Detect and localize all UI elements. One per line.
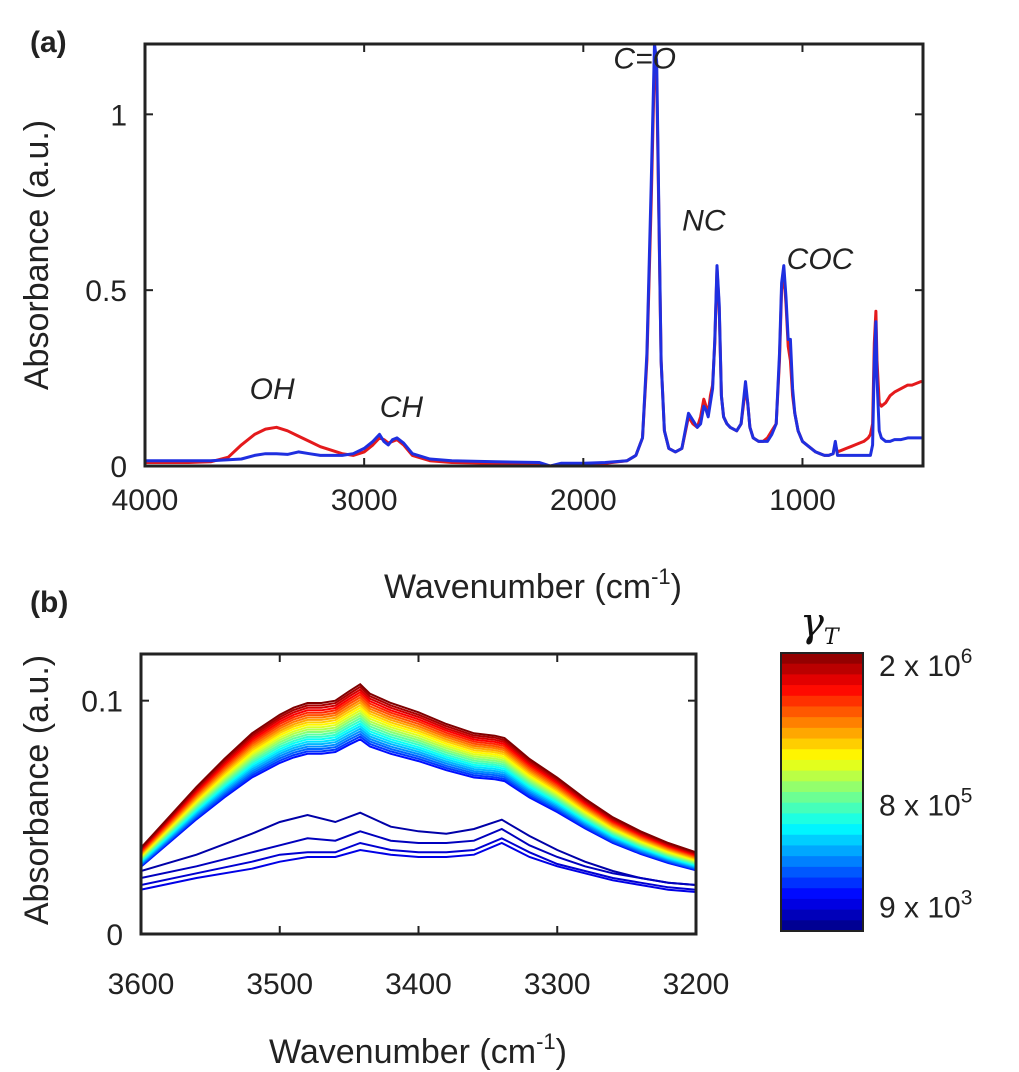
- gamma-curve: [141, 732, 696, 870]
- peak-label-oh: OH: [250, 373, 295, 406]
- colorbar-label: γT: [800, 600, 841, 650]
- low-gamma-curve: [141, 811, 696, 886]
- gamma-curve: [141, 706, 696, 861]
- gamma-curve: [141, 711, 696, 863]
- y-tick-label: 0.1: [81, 686, 123, 719]
- panel-b-chart: 3600 3500 3400 3300 3200 0 0.1 Absorbance (a.u…: [18, 652, 729, 1071]
- gamma-curve: [141, 704, 696, 861]
- peak-label-co: C=O: [613, 43, 676, 76]
- peak-label-coc: COC: [787, 243, 854, 276]
- colorbar-band: [781, 866, 863, 879]
- colorbar-band: [781, 920, 863, 932]
- gamma-curve: [141, 683, 696, 854]
- colorbar-band: [781, 824, 863, 836]
- panel-b-ticks: 3600 3500 3400 3300 3200 0 0.1: [81, 654, 729, 1001]
- colorbar-band: [781, 749, 863, 761]
- x-tick-label: 3500: [246, 968, 313, 1001]
- gamma-curve: [141, 709, 696, 862]
- colorbar-band: [781, 717, 863, 729]
- colorbar-ticks: 2 x 106 8 x 105 9 x 103: [879, 645, 972, 924]
- gamma-curve: [141, 735, 696, 871]
- panel-b-ylabel: Absorbance (a.u.): [18, 655, 56, 925]
- series-blue-line: [145, 44, 923, 466]
- x-tick-label: 3200: [663, 968, 730, 1001]
- colorbar-band: [781, 802, 863, 814]
- colorbar-band: [781, 706, 863, 718]
- gamma-curve: [141, 685, 696, 855]
- colorbar-band: [781, 685, 863, 697]
- gamma-curve: [141, 693, 696, 857]
- y-tick-label: 0.5: [85, 275, 127, 308]
- panel-a-axes-box: [143, 42, 925, 468]
- peak-label-nc: NC: [682, 204, 726, 237]
- x-tick-label: 3000: [331, 484, 398, 517]
- gamma-curve: [141, 696, 696, 858]
- colorbar-frame: [780, 652, 864, 932]
- x-tick-label: 4000: [112, 484, 179, 517]
- colorbar-band: [781, 898, 863, 911]
- y-tick-label: 0: [106, 919, 123, 952]
- low-gamma-curve: [141, 827, 696, 886]
- panel-b-plot-area: [141, 683, 696, 893]
- panel-a-annotations: OH CH C=O NC COC: [250, 43, 854, 424]
- x-tick-label: 3300: [524, 968, 591, 1001]
- gamma-curve: [141, 690, 696, 856]
- peak-label-ch: CH: [380, 391, 424, 424]
- colorbar-band: [781, 909, 863, 921]
- panel-a-ylabel: Absorbance (a.u.): [18, 120, 56, 390]
- colorbar-band: [781, 663, 863, 675]
- low-gamma-curve: [141, 837, 696, 891]
- colorbar-tick-label: 9 x 103: [879, 886, 972, 924]
- gamma-curve: [141, 714, 696, 864]
- colorbar-band: [781, 888, 863, 900]
- panel-a-xlabel: Wavenumber (cm-1): [384, 564, 682, 606]
- panel-a-chart: 4000 3000 2000 1000 0 0.5 1 OH CH C=O NC COC Absor…: [18, 42, 925, 606]
- gamma-curve: [141, 722, 696, 867]
- colorbar-band: [781, 781, 863, 793]
- colorbar-bands: [781, 653, 863, 932]
- colorbar-band: [781, 813, 863, 825]
- gamma-curve: [141, 719, 696, 866]
- y-tick-label: 1: [110, 99, 127, 132]
- colorbar-band: [781, 674, 863, 686]
- colorbar-band: [781, 738, 863, 750]
- colorbar-band: [781, 834, 863, 847]
- gamma-curve: [141, 698, 696, 859]
- gamma-curve: [141, 717, 696, 865]
- gamma-curve: [141, 738, 696, 872]
- colorbar-band: [781, 856, 863, 868]
- colorbar-band: [781, 845, 863, 857]
- colorbar-tick-label: 2 x 106: [879, 645, 972, 683]
- colorbar-band: [781, 727, 863, 740]
- gamma-curve: [141, 730, 696, 869]
- colorbar-band: [781, 653, 863, 665]
- colorbar-band: [781, 792, 863, 804]
- x-tick-label: 1000: [769, 484, 836, 517]
- colorbar-band: [781, 770, 863, 782]
- colorbar-band: [781, 877, 863, 889]
- gamma-curve: [141, 701, 696, 860]
- colorbar-band: [781, 695, 863, 708]
- low-gamma-curve: [141, 841, 696, 893]
- panel-a-ticks: 4000 3000 2000 1000 0 0.5 1: [85, 44, 923, 517]
- x-tick-label: 3600: [108, 968, 175, 1001]
- panel-a-label: (a): [30, 26, 67, 59]
- gamma-curve: [141, 725, 696, 867]
- panel-a-plot-area: [145, 44, 923, 466]
- gamma-curve: [141, 688, 696, 855]
- y-tick-label: 0: [110, 451, 127, 484]
- gamma-curve: [141, 727, 696, 868]
- panel-b-label: (b): [30, 586, 68, 619]
- colorbar-tick-label: 8 x 105: [879, 785, 972, 823]
- x-tick-label: 3400: [385, 968, 452, 1001]
- x-tick-label: 2000: [550, 484, 617, 517]
- panel-b-xlabel: Wavenumber (cm-1): [269, 1029, 567, 1071]
- colorbar-band: [781, 759, 863, 772]
- colorbar: 2 x 106 8 x 105 9 x 103 γT: [780, 600, 972, 932]
